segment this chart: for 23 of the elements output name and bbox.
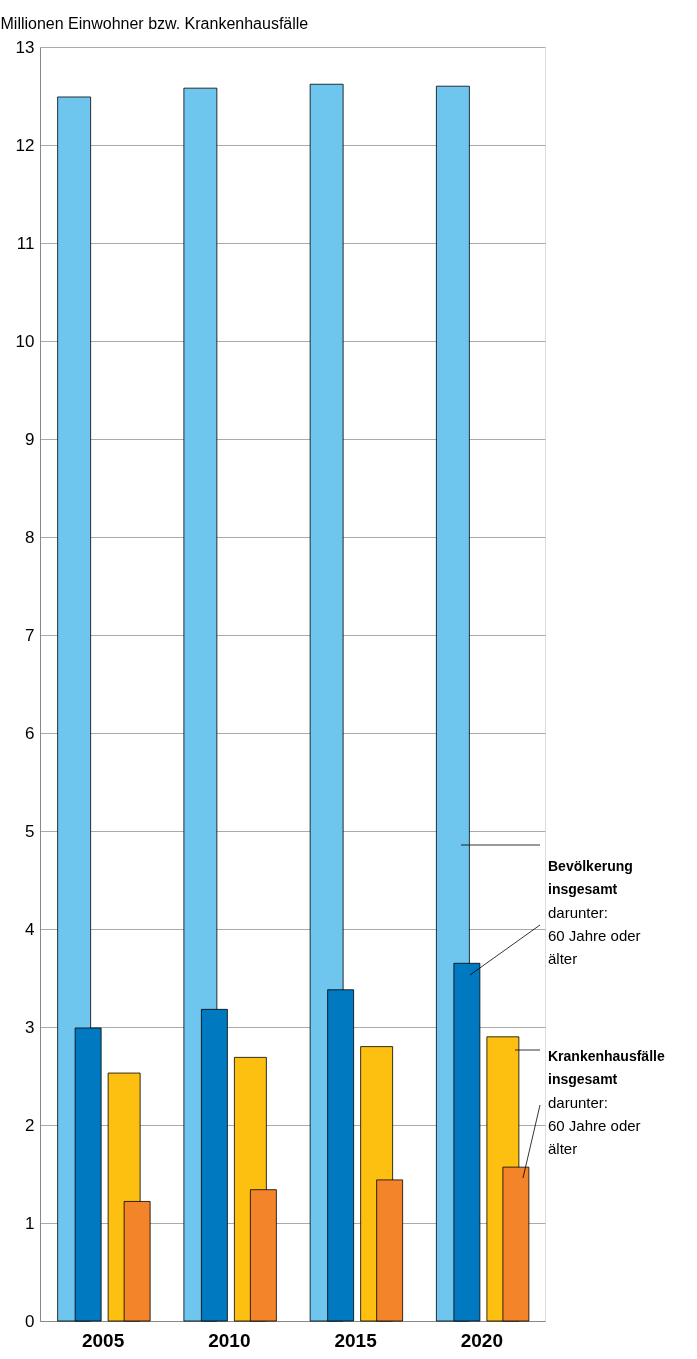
y-tick-label: 4 <box>25 919 35 939</box>
y-tick-label: 0 <box>25 1311 35 1331</box>
y-tick-label: 1 <box>25 1213 35 1233</box>
y-tick-label: 6 <box>25 723 35 743</box>
y-tick-label: 3 <box>25 1017 35 1037</box>
y-tick-label: 5 <box>25 821 35 841</box>
y-axis-title: Millionen Einwohner bzw. Krankenhausfälle <box>0 14 309 32</box>
y-tick-label: 9 <box>25 429 35 449</box>
y-tick-label: 7 <box>25 625 35 645</box>
legend-label: Krankenhausfälle insgesamt <box>548 1048 665 1087</box>
y-tick-label: 13 <box>15 37 35 57</box>
y-tick-label: 8 <box>25 527 35 547</box>
y-tick-label: 10 <box>15 331 35 351</box>
x-tick-label: 2015 <box>334 1329 378 1351</box>
text: darunter: 60 Jahre oder älter <box>548 904 641 967</box>
y-tick-label: 11 <box>16 233 35 253</box>
y-tick-label: 12 <box>15 135 35 155</box>
series-label: darunter: 60 Jahre oder älter <box>548 1094 641 1157</box>
x-tick-label: 2020 <box>460 1329 504 1351</box>
text: Bevölkerung insgesamt <box>548 858 633 897</box>
x-tick-label: 2005 <box>81 1329 125 1351</box>
x-tick-label: 2010 <box>208 1329 251 1351</box>
y-tick-label: 2 <box>25 1115 35 1135</box>
